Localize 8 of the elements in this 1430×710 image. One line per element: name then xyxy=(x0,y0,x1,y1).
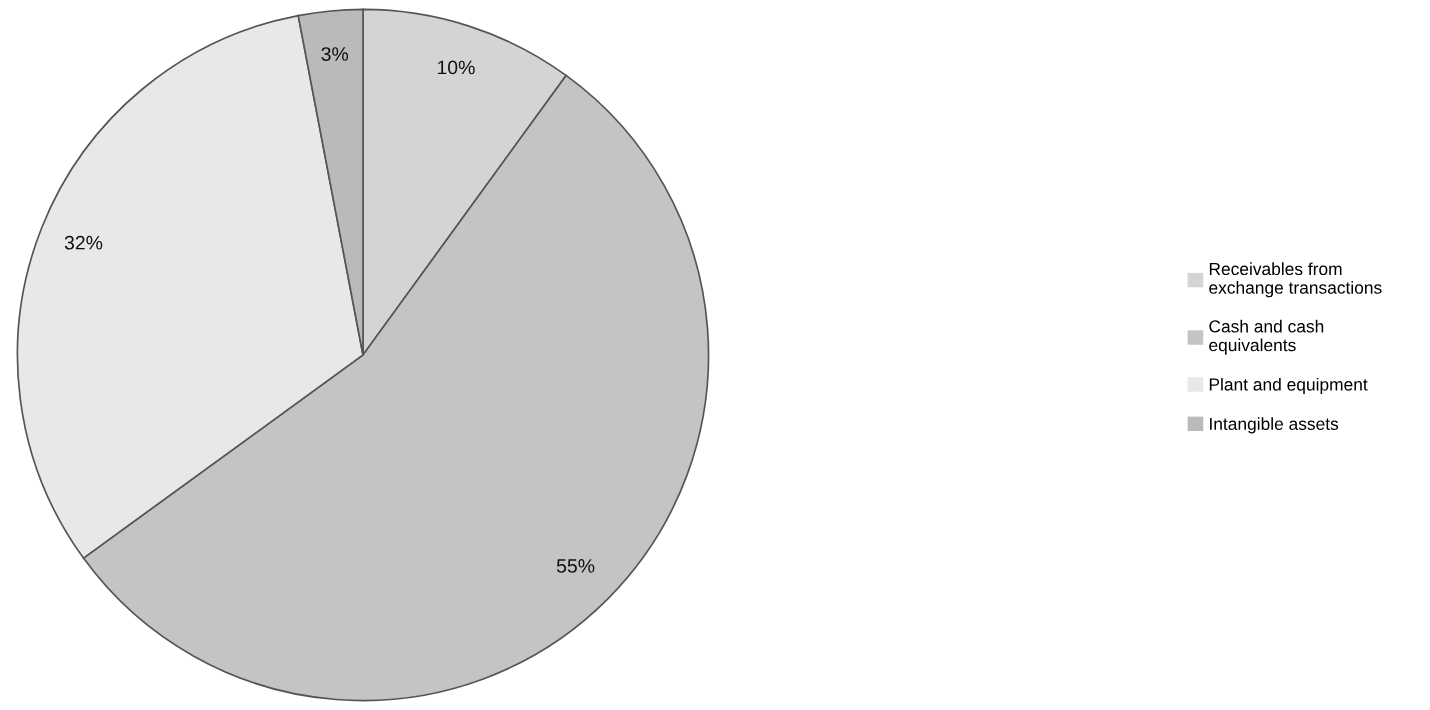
data-label: 55% xyxy=(556,559,595,573)
legend-label: Intangible assets xyxy=(1210,417,1339,434)
data-label: 32% xyxy=(64,235,103,250)
legend-label: Cash and cash equivalents xyxy=(1209,319,1324,355)
legend-label: Plant and equipment xyxy=(1209,377,1368,395)
data-label: 10% xyxy=(437,60,475,75)
data-label: 3% xyxy=(321,47,349,61)
legend-label: Receivables from exchange transactions xyxy=(1209,262,1382,298)
